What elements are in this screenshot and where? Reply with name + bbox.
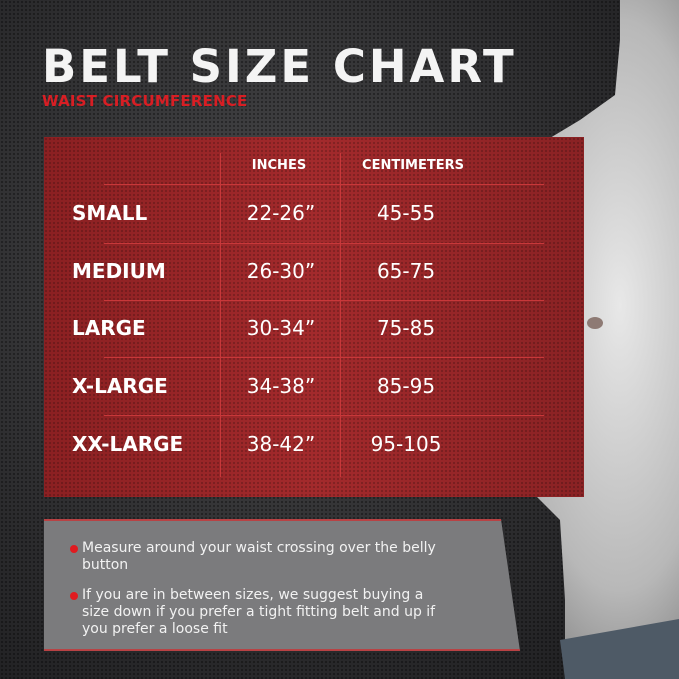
note-item: Measure around your waist crossing over … (70, 540, 442, 574)
bullet-icon (70, 545, 78, 553)
cm-value: 45-55 (376, 201, 436, 225)
inches-value: 30-34” (246, 316, 316, 340)
cm-value: 85-95 (376, 374, 436, 398)
column-divider (340, 153, 341, 477)
row-divider (104, 243, 544, 244)
cm-value: 95-105 (370, 432, 442, 456)
size-table: INCHES CENTIMETERS SMALL 22-26” 45-55 ME… (44, 137, 584, 497)
note-text: Measure around your waist crossing over … (82, 540, 436, 573)
size-label: LARGE (72, 316, 146, 340)
size-label: MEDIUM (72, 259, 166, 283)
row-divider (104, 184, 544, 185)
cm-value: 75-85 (376, 316, 436, 340)
size-label: SMALL (72, 201, 148, 225)
notes-box: Measure around your waist crossing over … (44, 519, 520, 651)
row-divider (104, 415, 544, 416)
page-subtitle: WAIST CIRCUMFERENCE (42, 92, 248, 110)
page-title: BELT SIZE CHART (42, 40, 517, 93)
inches-value: 26-30” (246, 259, 316, 283)
inches-value: 22-26” (246, 201, 316, 225)
note-item: If you are in between sizes, we suggest … (70, 587, 442, 638)
column-divider (220, 153, 221, 477)
note-text: If you are in between sizes, we suggest … (82, 587, 436, 637)
column-header-centimeters: CENTIMETERS (362, 158, 464, 173)
inches-value: 34-38” (246, 374, 316, 398)
cm-value: 65-75 (376, 259, 436, 283)
inches-value: 38-42” (246, 432, 316, 456)
size-label: XX-LARGE (72, 432, 184, 456)
bullet-icon (70, 592, 78, 600)
row-divider (104, 357, 544, 358)
size-label: X-LARGE (72, 374, 168, 398)
column-header-inches: INCHES (251, 158, 307, 173)
row-divider (104, 300, 544, 301)
